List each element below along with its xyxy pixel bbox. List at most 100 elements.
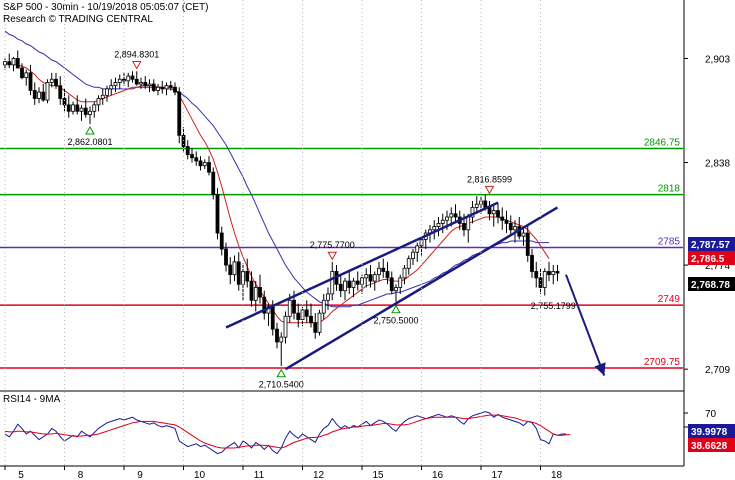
candle-up (253, 287, 258, 301)
candle-up (113, 82, 118, 87)
candle-down (211, 171, 216, 195)
candle-up (491, 210, 496, 215)
candle-down (83, 107, 88, 115)
candle-down (304, 309, 309, 317)
time-tick-label: 18 (551, 470, 563, 480)
candle-up (100, 94, 105, 99)
candle-up (49, 78, 54, 83)
candle-up (96, 98, 101, 106)
key-level-label: 2818 (658, 184, 681, 195)
candle-down (530, 255, 534, 272)
candle-up (92, 104, 97, 112)
candle-up (402, 267, 407, 279)
candle-down (534, 271, 539, 279)
candle-down (547, 271, 551, 276)
candle-up (71, 104, 75, 112)
price-label: 2,755.1799 (531, 301, 576, 311)
price-tag-box (688, 277, 735, 291)
candle-down (28, 72, 33, 91)
candle-down (555, 271, 560, 274)
trough-marker (276, 368, 287, 378)
candle-down (177, 91, 182, 136)
candle-up (202, 162, 207, 167)
sma-fast-line (5, 62, 550, 324)
candle-up (521, 232, 526, 237)
candle-down (7, 61, 12, 66)
time-tick-label: 11 (254, 470, 265, 480)
candle-up (542, 271, 547, 288)
candle-down (168, 85, 173, 88)
candle-down (236, 261, 241, 285)
candle-up (398, 277, 403, 288)
candle-down (496, 210, 500, 218)
candle-down (215, 194, 220, 234)
price-tick-label: 2,774 (705, 261, 730, 272)
time-tick-label: 16 (432, 470, 444, 480)
candle-down (62, 98, 67, 106)
candle-up (156, 86, 160, 91)
peak-label: 2,894.8301 (114, 50, 159, 60)
trough-label: 2,750.5000 (373, 316, 418, 326)
candle-up (474, 203, 479, 208)
candle-down (525, 232, 530, 256)
candle-down (224, 248, 228, 266)
trough-label: 2,710.5400 (259, 380, 304, 390)
time-tick-label: 17 (491, 470, 503, 480)
peak-marker (327, 251, 338, 261)
key-level-label: 2749 (658, 294, 681, 305)
rsi-tag-box (688, 438, 735, 452)
candle-up (330, 271, 335, 295)
candle-down (198, 160, 203, 167)
candle-down (66, 104, 71, 112)
candle-up (232, 261, 237, 276)
candle-down (41, 91, 46, 101)
rsi-tag-label: 39.9978 (691, 427, 728, 438)
candle-down (508, 223, 513, 231)
candle-down (538, 277, 543, 288)
candle-up (79, 107, 84, 112)
channel-line (225, 201, 499, 329)
time-tick-label: 15 (372, 470, 384, 480)
forecast-arrow-head (594, 362, 606, 376)
rsi-tick-label: 70 (705, 409, 717, 420)
price-tag-box (688, 251, 735, 265)
time-tick-label: 12 (313, 470, 325, 480)
candle-down (270, 306, 275, 330)
candle-up (436, 223, 441, 228)
rsi-panel-title: RSI14 - 9MA (3, 394, 61, 405)
rsi-tag-box (688, 424, 735, 438)
candle-up (406, 258, 411, 269)
candle-up (445, 216, 449, 221)
peak-label: 2,775.7700 (310, 240, 355, 250)
candle-down (173, 86, 177, 93)
time-tick-label: 10 (194, 470, 206, 480)
candle-down (54, 78, 58, 87)
candle-down (58, 85, 63, 99)
candle-up (126, 75, 131, 82)
candle-down (355, 280, 360, 285)
candle-down (207, 162, 211, 173)
trough-label: 2,862.0801 (67, 137, 112, 147)
candle-down (381, 267, 386, 272)
candle-down (20, 67, 24, 79)
candle-down (487, 206, 492, 215)
candle-up (372, 274, 377, 282)
chart-credit: Research © TRADING CENTRAL (3, 14, 153, 25)
candle-down (389, 277, 394, 292)
candle-up (37, 91, 41, 99)
candle-up (343, 280, 347, 292)
candle-up (283, 315, 288, 338)
candle-down (262, 296, 267, 314)
key-level-label: 2785 (658, 236, 681, 247)
candle-down (347, 280, 352, 288)
candle-up (45, 82, 50, 101)
candle-up (551, 271, 556, 276)
candle-up (449, 213, 454, 218)
candle-up (326, 293, 330, 301)
candle-down (453, 213, 458, 218)
candle-up (105, 88, 109, 96)
candle-down (258, 287, 262, 298)
time-tick-label: 8 (78, 470, 84, 480)
